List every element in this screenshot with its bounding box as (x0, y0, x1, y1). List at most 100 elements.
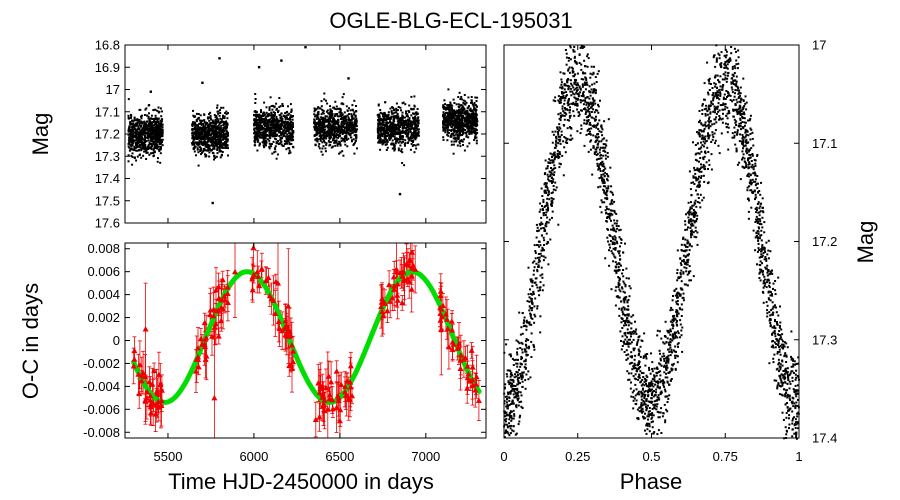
lightcurve-point (386, 135, 389, 137)
oc-point (394, 297, 401, 303)
phased-point (525, 350, 528, 353)
lightcurve-point (224, 141, 226, 143)
lightcurve-point (378, 136, 381, 139)
lightcurve-point (460, 120, 463, 123)
lightcurve-point (224, 128, 227, 131)
lightcurve-point (128, 137, 131, 139)
lightcurve-point (200, 142, 203, 145)
lightcurve-point (466, 107, 469, 110)
lightcurve-point (394, 126, 397, 129)
lightcurve-point (279, 124, 282, 127)
y-tick: 0.002 (87, 310, 486, 325)
lightcurve-point (147, 117, 150, 120)
lightcurve-point (263, 124, 266, 127)
lightcurve-point (253, 132, 255, 135)
oc-point (317, 382, 324, 389)
lightcurve-point (348, 127, 351, 130)
phased-point (546, 173, 549, 176)
oc-error-bar (212, 328, 217, 439)
lightcurve-point (142, 142, 145, 144)
lightcurve-point (340, 117, 343, 120)
lightcurve-point (268, 134, 270, 137)
lightcurve-point (339, 132, 341, 135)
lightcurve-point (452, 137, 455, 140)
lightcurve-point (460, 130, 463, 133)
lightcurve-point (458, 108, 460, 111)
lightcurve-point (155, 117, 158, 120)
lightcurve-point (226, 140, 229, 143)
lightcurve-point (402, 120, 405, 123)
lightcurve-point (388, 129, 391, 132)
lightcurve-point (473, 122, 476, 125)
lightcurve-point (140, 117, 143, 120)
lightcurve-point (327, 140, 330, 142)
lightcurve-point (285, 123, 288, 126)
lightcurve-point (318, 126, 321, 129)
lightcurve-point (397, 120, 400, 123)
phased-point (647, 410, 650, 413)
lightcurve-point (216, 104, 219, 107)
lightcurve-point (191, 125, 194, 127)
lightcurve-point (279, 136, 282, 139)
lightcurve-point (339, 151, 342, 154)
lightcurve-point (225, 124, 228, 126)
lightcurve-point (148, 128, 151, 131)
lightcurve-point (457, 127, 460, 130)
lightcurve-point (457, 96, 460, 98)
lightcurve-point (258, 144, 261, 147)
x-tick: 7000 (411, 243, 440, 464)
lightcurve-point (214, 121, 217, 124)
lightcurve-point (314, 133, 317, 136)
lightcurve-point (259, 128, 262, 131)
lightcurve-point (349, 129, 352, 132)
lightcurve-point (345, 105, 348, 108)
oc-point (193, 356, 200, 362)
lightcurve-point (214, 132, 217, 135)
lightcurve-point (384, 132, 387, 135)
oc-point (444, 316, 450, 322)
lightcurve-point (410, 123, 413, 125)
oc-point (155, 398, 162, 404)
lightcurve-point (261, 131, 264, 134)
phased-points (503, 44, 800, 440)
lightcurve-point (387, 129, 390, 132)
lightcurve-point (275, 157, 278, 160)
lightcurve-point (208, 148, 211, 151)
lightcurve-point (136, 136, 139, 139)
lightcurve-point (257, 133, 259, 136)
lightcurve-point (318, 128, 321, 131)
oc-point (469, 376, 476, 383)
lightcurve-point (212, 132, 215, 135)
lightcurve-point (273, 115, 276, 117)
phased-point (618, 229, 621, 232)
oc-point (224, 290, 231, 296)
lightcurve-point (377, 122, 380, 125)
lightcurve-point (132, 125, 135, 128)
lightcurve-point (405, 119, 408, 122)
lightcurve-point (378, 114, 381, 117)
lightcurve-point (313, 135, 316, 137)
lightcurve-point (346, 145, 349, 148)
lightcurve-point (280, 118, 283, 121)
lightcurve-point (129, 143, 132, 146)
lightcurve-point (416, 108, 419, 110)
lightcurve-point (330, 115, 333, 117)
lightcurve-point (317, 138, 320, 141)
lightcurve-point (285, 142, 288, 145)
phased-point (793, 432, 796, 435)
oc-point (213, 307, 220, 314)
lightcurve-point (281, 124, 284, 127)
lightcurve-point (194, 137, 197, 139)
lightcurve-point (133, 119, 136, 122)
lightcurve-point (458, 132, 461, 135)
lightcurve-point (325, 143, 328, 146)
lightcurve-point (206, 149, 209, 152)
oc-point (321, 407, 328, 414)
lightcurve-point (210, 149, 213, 152)
lightcurve-point (322, 122, 325, 125)
oc-point (207, 311, 214, 318)
lightcurve-point (138, 120, 141, 123)
lightcurve-point (269, 114, 272, 117)
oc-point (146, 378, 153, 385)
oc-point (344, 378, 351, 384)
